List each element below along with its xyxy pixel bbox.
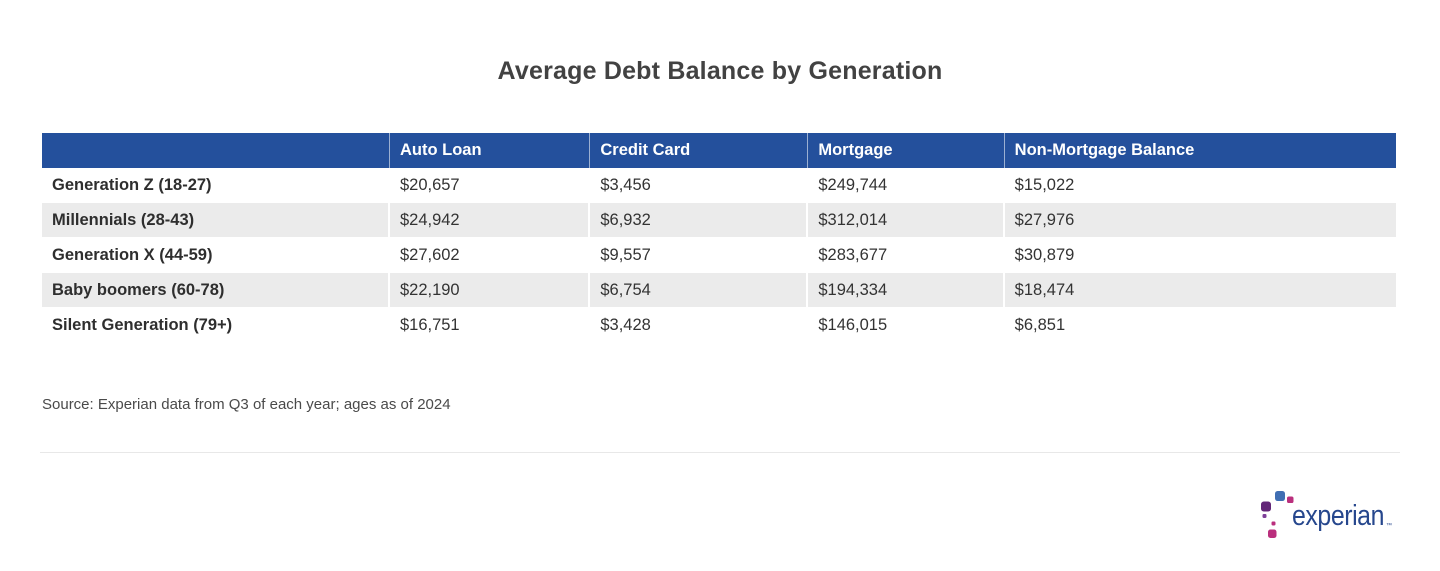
- cell-value: $283,677: [808, 238, 1005, 273]
- cell-value: $15,022: [1004, 168, 1396, 203]
- cell-value: $22,190: [389, 273, 591, 308]
- cell-value: $27,976: [1004, 203, 1396, 238]
- cell-value: $16,751: [389, 308, 591, 343]
- cell-value: $9,557: [590, 238, 809, 273]
- column-header-credit-card: Credit Card: [590, 133, 809, 168]
- experian-logo-mark-icon: [1261, 491, 1294, 538]
- cell-value: $6,754: [590, 273, 809, 308]
- cell-value: $249,744: [808, 168, 1005, 203]
- table-row: Silent Generation (79+) $16,751 $3,428 $…: [42, 308, 1396, 343]
- row-label: Generation X (44-59): [42, 238, 390, 273]
- column-header-auto-loan: Auto Loan: [389, 133, 591, 168]
- table-row: Baby boomers (60-78) $22,190 $6,754 $194…: [42, 273, 1396, 308]
- cell-value: $24,942: [389, 203, 591, 238]
- cell-value: $18,474: [1004, 273, 1396, 308]
- cell-value: $20,657: [389, 168, 591, 203]
- cell-value: $27,602: [389, 238, 591, 273]
- table-header-row: Auto Loan Credit Card Mortgage Non-Mortg…: [42, 133, 1396, 168]
- experian-wordmark: experian: [1292, 500, 1384, 532]
- column-header-generation: [42, 133, 390, 168]
- cell-value: $146,015: [808, 308, 1005, 343]
- row-label: Baby boomers (60-78): [42, 273, 390, 308]
- cell-value: $30,879: [1004, 238, 1396, 273]
- table-row: Millennials (28-43) $24,942 $6,932 $312,…: [42, 203, 1396, 238]
- row-label: Generation Z (18-27): [42, 168, 390, 203]
- cell-value: $194,334: [808, 273, 1005, 308]
- cell-value: $3,428: [590, 308, 809, 343]
- cell-value: $6,932: [590, 203, 809, 238]
- cell-value: $3,456: [590, 168, 809, 203]
- experian-logo: experian ™: [1261, 491, 1392, 538]
- page-title: Average Debt Balance by Generation: [497, 57, 943, 85]
- table-row: Generation Z (18-27) $20,657 $3,456 $249…: [42, 168, 1396, 203]
- source-note: Source: Experian data from Q3 of each ye…: [42, 396, 451, 413]
- debt-balance-table: Auto Loan Credit Card Mortgage Non-Mortg…: [42, 133, 1396, 343]
- divider: [40, 452, 1400, 453]
- trademark-symbol: ™: [1386, 522, 1392, 529]
- table-container: Auto Loan Credit Card Mortgage Non-Mortg…: [42, 133, 1396, 343]
- cell-value: $312,014: [808, 203, 1005, 238]
- column-header-non-mortgage: Non-Mortgage Balance: [1004, 133, 1396, 168]
- cell-value: $6,851: [1004, 308, 1396, 343]
- row-label: Millennials (28-43): [42, 203, 390, 238]
- column-header-mortgage: Mortgage: [808, 133, 1005, 168]
- row-label: Silent Generation (79+): [42, 308, 390, 343]
- table-row: Generation X (44-59) $27,602 $9,557 $283…: [42, 238, 1396, 273]
